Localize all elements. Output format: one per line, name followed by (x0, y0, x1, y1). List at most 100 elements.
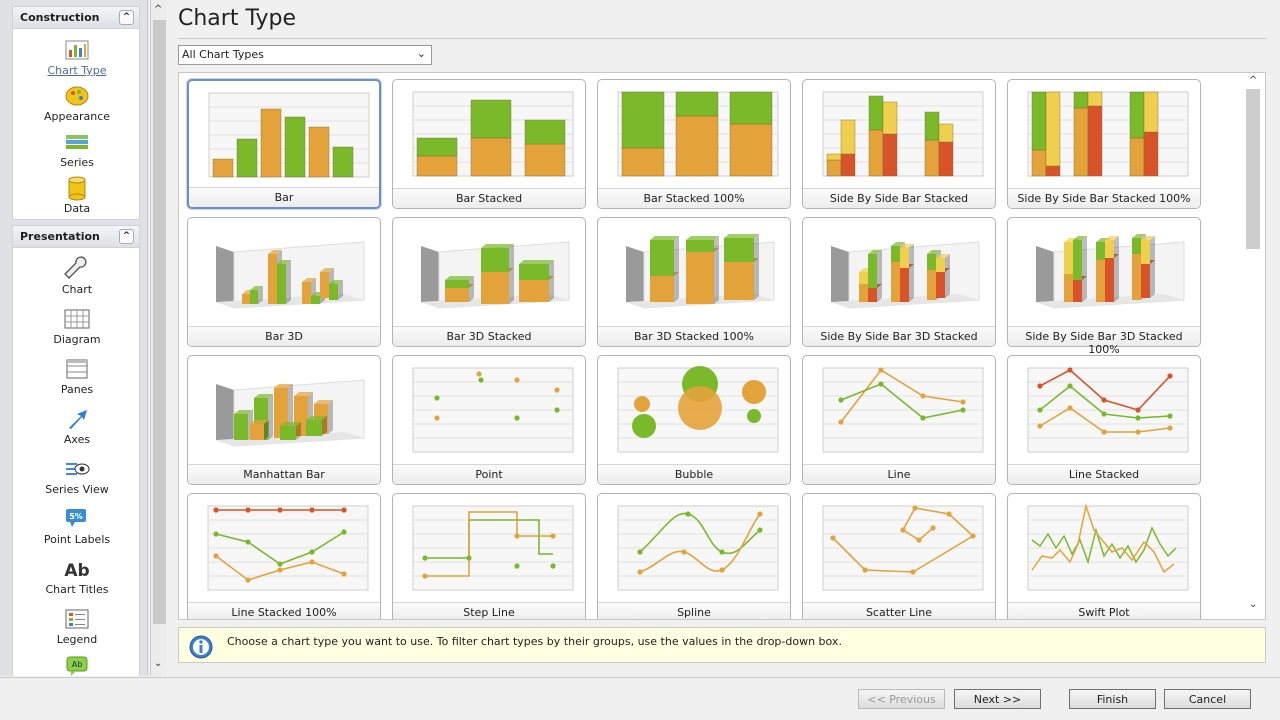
chart-type-label: Line (803, 464, 995, 484)
chart-type-label: Scatter Line (803, 602, 995, 619)
chart-type-card-manhattan-bar[interactable]: Manhattan Bar (187, 355, 381, 485)
annotation-icon: Ab (66, 656, 88, 676)
chart-type-card-line[interactable]: Line (802, 355, 996, 485)
chart-type-card-bar-3d-stacked-100pct[interactable]: Bar 3D Stacked 100% (597, 217, 791, 347)
chart-type-card-bar[interactable]: Bar (187, 79, 381, 209)
chart-type-label: Spline (598, 602, 790, 619)
nav-annotations[interactable]: Ab (13, 654, 141, 680)
sidebar-scroll-thumb[interactable] (153, 20, 166, 624)
nav-chart[interactable]: Chart (13, 256, 141, 296)
page-title: Chart Type (178, 6, 296, 31)
nav-series-view[interactable]: Series View (13, 456, 141, 496)
nav-point-labels[interactable]: 5% Point Labels (13, 506, 141, 546)
collapse-presentation-button[interactable]: ^ (119, 229, 134, 244)
chart-type-gallery: Bar Bar Stacked Bar Stacked 100% Side By Si… (178, 72, 1266, 620)
chart-type-card-swift-plot[interactable]: Swift Plot (1007, 493, 1201, 619)
chart-thumbnail (195, 87, 375, 187)
nav-chart-type[interactable]: Chart Type (13, 37, 141, 77)
chart-type-card-line-stacked[interactable]: Line Stacked (1007, 355, 1201, 485)
gallery-scroll-down-icon[interactable]: ⌄ (1249, 599, 1258, 610)
chart-type-label: Side By Side Bar Stacked (803, 188, 995, 208)
nav-diagram[interactable]: Diagram (13, 306, 141, 346)
chart-type-card-side-by-side-bar-3d-stacked[interactable]: Side By Side Bar 3D Stacked (802, 217, 996, 347)
chart-type-label: Side By Side Bar 3D Stacked (803, 326, 995, 346)
chart-type-filter-dropdown[interactable]: All Chart Types ⌄ (178, 45, 432, 65)
gallery-scrollbar[interactable]: ^ ⌄ (1242, 73, 1264, 619)
nav-legend[interactable]: Legend (13, 606, 141, 646)
nav-chart-titles[interactable]: Ab Chart Titles (13, 556, 141, 596)
chart-thumbnail (1014, 500, 1194, 600)
chart-type-label: Point (393, 464, 585, 484)
gallery-scroll-up-icon[interactable]: ^ (1249, 75, 1258, 86)
chart-type-label: Step Line (393, 602, 585, 619)
nav-chart-type-label: Chart Type (47, 64, 107, 77)
palette-icon (65, 86, 89, 106)
nav-point-labels-label: Point Labels (43, 533, 111, 546)
chart-type-label: Bubble (598, 464, 790, 484)
chart-thumbnail (1014, 362, 1194, 462)
nav-series[interactable]: Series (13, 129, 141, 169)
grid-icon (64, 309, 90, 329)
previous-button[interactable]: << Previous (858, 689, 945, 709)
wizard-sidebar: Construction ^ Chart Type Appearance Ser… (0, 0, 148, 676)
chart-thumbnail (194, 500, 374, 600)
info-bar: Choose a chart type you want to use. To … (178, 627, 1266, 663)
chart-thumbnail (604, 362, 784, 462)
next-button[interactable]: Next >> (954, 689, 1041, 709)
filter-selected-value: All Chart Types (182, 48, 264, 61)
chart-type-card-bar-3d[interactable]: Bar 3D (187, 217, 381, 347)
chart-thumbnail (809, 86, 989, 186)
nav-data-label: Data (63, 202, 91, 215)
svg-text:5%: 5% (69, 512, 83, 521)
chart-thumbnail (216, 379, 365, 447)
nav-chart-titles-label: Chart Titles (45, 583, 109, 596)
construction-section: Construction ^ Chart Type Appearance Ser… (12, 6, 140, 220)
chart-type-card-spline[interactable]: Spline (597, 493, 791, 619)
chart-type-label: Line Stacked 100% (188, 602, 380, 619)
cancel-button[interactable]: Cancel (1164, 689, 1251, 709)
chart-thumbnail (399, 86, 579, 186)
collapse-construction-button[interactable]: ^ (119, 10, 134, 25)
chart-type-card-bar-stacked-100pct[interactable]: Bar Stacked 100% (597, 79, 791, 209)
nav-series-label: Series (60, 156, 94, 169)
sidebar-scrollbar[interactable]: ^ ⌄ (150, 0, 167, 676)
gallery-scroll-thumb[interactable] (1246, 89, 1260, 249)
nav-panes[interactable]: Panes (13, 356, 141, 396)
nav-series-view-label: Series View (45, 483, 109, 496)
scroll-down-icon[interactable]: ⌄ (154, 658, 163, 669)
percent-label-icon: 5% (66, 509, 86, 527)
presentation-header[interactable]: Presentation ^ (13, 226, 139, 248)
construction-header[interactable]: Construction ^ (13, 7, 139, 29)
chart-type-card-side-by-side-bar-stacked[interactable]: Side By Side Bar Stacked (802, 79, 996, 209)
nav-axes-label: Axes (63, 433, 91, 446)
nav-axes[interactable]: Axes (13, 406, 141, 446)
chart-type-card-scatter-line[interactable]: Scatter Line (802, 493, 996, 619)
arrow-icon (69, 410, 87, 429)
chart-type-card-side-by-side-bar-stacked-100pct[interactable]: Side By Side Bar Stacked 100% (1007, 79, 1201, 209)
chart-thumbnail (1014, 86, 1194, 186)
chart-type-card-step-line[interactable]: Step Line (392, 493, 586, 619)
chart-type-label: Side By Side Bar Stacked 100% (1008, 188, 1200, 208)
panes-icon (66, 359, 88, 379)
nav-appearance[interactable]: Appearance (13, 83, 141, 123)
chart-type-card-bar-stacked[interactable]: Bar Stacked (392, 79, 586, 209)
info-icon (189, 635, 213, 659)
nav-panes-label: Panes (60, 383, 94, 396)
nav-data[interactable]: Data (13, 175, 141, 215)
bar-chart-icon (65, 40, 89, 60)
chart-thumbnail (809, 362, 989, 462)
chart-type-card-side-by-side-bar-3d-stacked-100pct[interactable]: Side By Side Bar 3D Stacked 100% (1007, 217, 1201, 356)
nav-appearance-label: Appearance (43, 110, 111, 123)
chart-type-card-line-stacked-100pct[interactable]: Line Stacked 100% (187, 493, 381, 619)
scroll-up-icon[interactable]: ^ (154, 4, 163, 15)
chevron-down-icon: ⌄ (416, 47, 426, 60)
svg-text:Ab: Ab (64, 561, 89, 581)
chart-type-card-bar-3d-stacked[interactable]: Bar 3D Stacked (392, 217, 586, 347)
chart-type-label: Manhattan Bar (188, 464, 380, 484)
chart-type-card-bubble[interactable]: Bubble (597, 355, 791, 485)
finish-button[interactable]: Finish (1069, 689, 1156, 709)
chart-type-card-point[interactable]: Point (392, 355, 586, 485)
chart-thumbnail (831, 241, 980, 309)
presentation-section: Presentation ^ Chart Diagram Panes Axes … (12, 225, 140, 676)
chart-thumbnail (399, 500, 579, 600)
